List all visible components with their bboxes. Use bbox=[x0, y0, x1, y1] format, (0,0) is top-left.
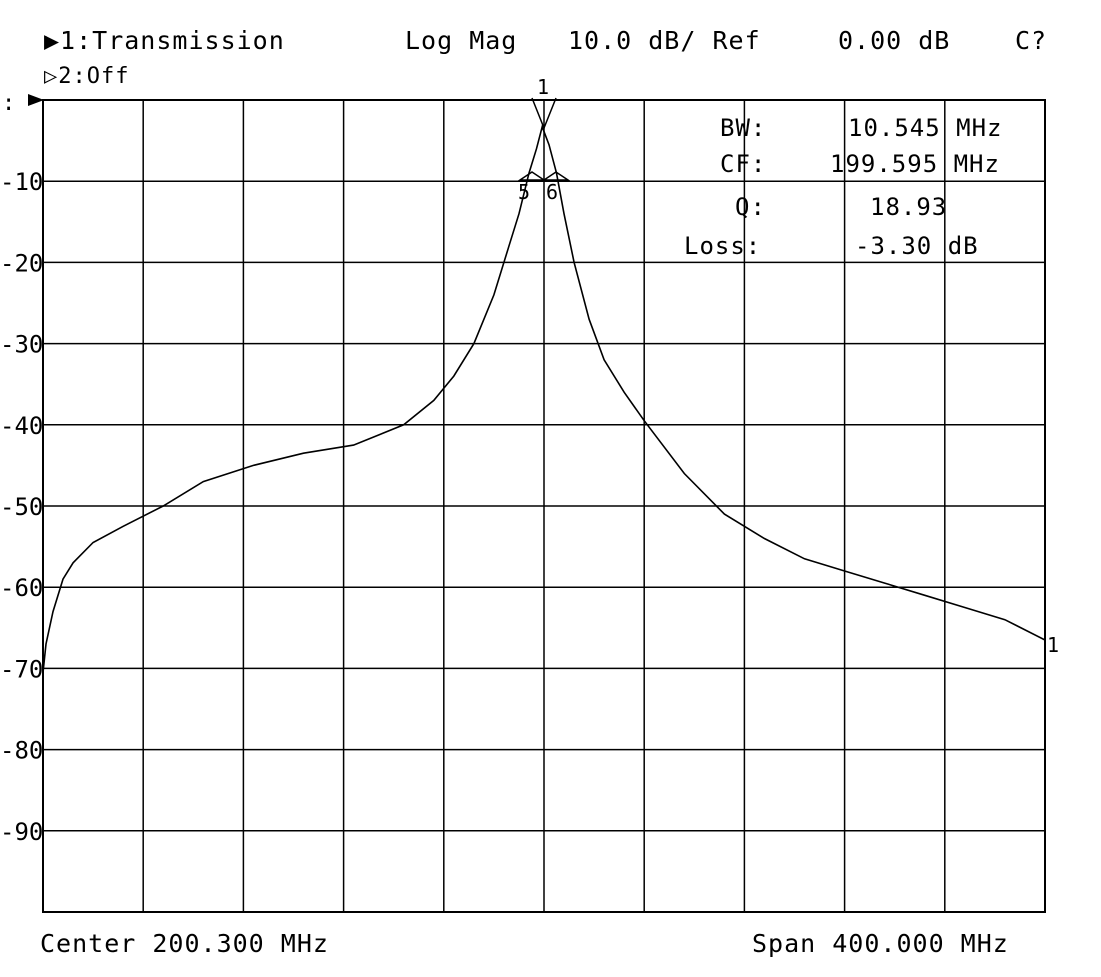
marker-6-label: 6 bbox=[546, 180, 558, 204]
trace2-label: ▷2:Off bbox=[44, 64, 130, 89]
reference-label: 0.00 dB bbox=[838, 26, 951, 55]
y-tick-label: -70 bbox=[0, 655, 43, 683]
y-tick-label: -40 bbox=[0, 412, 43, 440]
y-tick-labels: -10 -20 -30 -40 -50 -60 -70 -80 -90 bbox=[0, 168, 43, 846]
y-tick-label: -10 bbox=[0, 168, 43, 196]
loss-label: Loss: bbox=[684, 232, 762, 260]
y-tick-label: -60 bbox=[0, 574, 43, 602]
y-tick-label: -80 bbox=[0, 737, 43, 765]
cf-value: 199.595 MHz bbox=[830, 150, 1000, 178]
trace1-label: ▶1:Transmission bbox=[44, 26, 285, 55]
cf-label: CF: bbox=[720, 150, 767, 178]
reference-colon: : bbox=[2, 91, 15, 116]
span-frequency: Span 400.000 MHz bbox=[752, 929, 1009, 958]
scale-label: 10.0 dB/ Ref bbox=[568, 26, 761, 55]
transmission-trace bbox=[42, 124, 1046, 673]
format-label: Log Mag bbox=[405, 26, 518, 55]
y-tick-label: -20 bbox=[0, 249, 43, 277]
loss-value: -3.30 dB bbox=[855, 232, 979, 260]
center-frequency: Center 200.300 MHz bbox=[40, 929, 329, 958]
plot-frame bbox=[42, 99, 1046, 913]
graticule bbox=[43, 100, 1045, 912]
q-value: 18.93 bbox=[870, 193, 948, 221]
y-tick-label: -50 bbox=[0, 493, 43, 521]
y-tick-label: -30 bbox=[0, 331, 43, 359]
marker-1: 1 bbox=[531, 75, 557, 131]
q-label: Q: bbox=[735, 193, 766, 221]
bw-value: 10.545 MHz bbox=[848, 114, 1003, 142]
marker-1-label: 1 bbox=[537, 75, 549, 99]
status-flag: C? bbox=[1015, 26, 1048, 55]
marker-5: 5 bbox=[517, 171, 547, 204]
y-tick-label: -90 bbox=[0, 818, 43, 846]
reference-pointer bbox=[28, 94, 44, 106]
trace-end-label: 1 bbox=[1047, 633, 1059, 657]
marker-5-label: 5 bbox=[518, 180, 530, 204]
marker-6: 6 bbox=[541, 171, 571, 204]
bw-label: BW: bbox=[720, 114, 767, 142]
